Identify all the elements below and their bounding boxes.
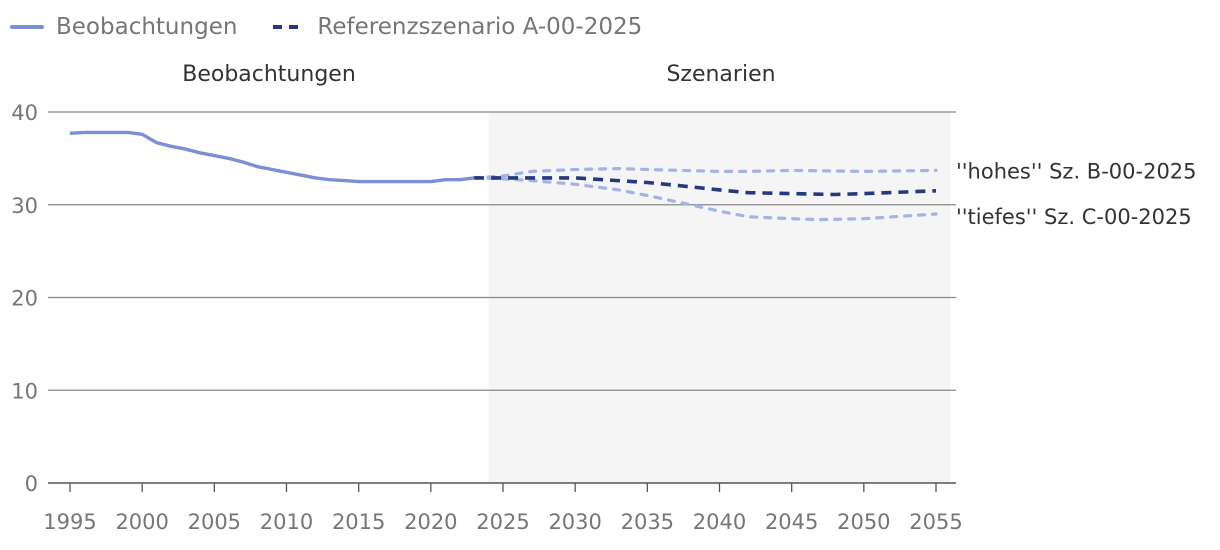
x-tick-label-2040: 2040 <box>693 510 746 534</box>
x-tick-label-2005: 2005 <box>188 510 241 534</box>
x-tick-label-2055: 2055 <box>909 510 962 534</box>
series-layer <box>69 130 938 222</box>
legend-item-reference[interactable]: Referenzszenario A-00-2025 <box>271 14 642 40</box>
x-tick-label-2010: 2010 <box>260 510 313 534</box>
series-line-1 <box>474 176 937 197</box>
y-tick-label-20: 20 <box>11 287 38 311</box>
legend-item-observed[interactable]: Beobachtungen <box>10 14 237 40</box>
x-tick-label-2050: 2050 <box>837 510 890 534</box>
legend-label-reference: Referenzszenario A-00-2025 <box>317 14 643 40</box>
x-tick-label-2045: 2045 <box>765 510 818 534</box>
x-tick-label-2030: 2030 <box>548 510 601 534</box>
series-line-0 <box>69 130 475 184</box>
legend-label-observed: Beobachtungen <box>56 14 238 40</box>
section-title-observed: Beobachtungen <box>182 62 356 87</box>
legend-swatch-observed <box>10 25 44 29</box>
y-tick-label-0: 0 <box>25 472 38 496</box>
end-label-series-3: ''tiefes'' Sz. C-00-2025 <box>956 205 1192 229</box>
x-tick-label-1995: 1995 <box>43 510 96 534</box>
y-tick-label-30: 30 <box>11 194 38 218</box>
series-line-3 <box>472 176 938 222</box>
y-tick-label-40: 40 <box>11 101 38 125</box>
legend-swatch-reference <box>273 25 304 29</box>
y-tick-label-10: 10 <box>11 379 38 403</box>
x-tick-label-2025: 2025 <box>476 510 529 534</box>
series-line-2 <box>472 167 938 180</box>
section-title-scenarios: Szenarien <box>666 62 776 87</box>
x-tick-label-2035: 2035 <box>621 510 674 534</box>
grid-layer <box>48 111 956 391</box>
x-tick-label-2020: 2020 <box>404 510 457 534</box>
label-layer: ''hohes'' Sz. B-00-2025 ''tiefes'' Sz. C-… <box>956 159 1197 229</box>
end-label-series-2: ''hohes'' Sz. B-00-2025 <box>956 159 1197 183</box>
x-tick-label-2015: 2015 <box>332 510 385 534</box>
x-tick-label-2000: 2000 <box>115 510 168 534</box>
chart-legend: Beobachtungen Referenzszenario A-00-2025 <box>10 14 642 40</box>
